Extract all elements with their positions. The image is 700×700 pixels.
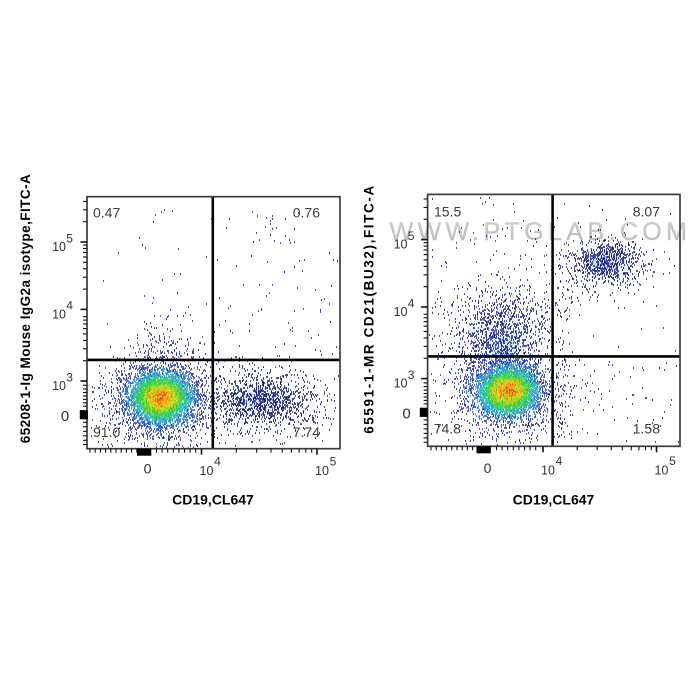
svg-text:0: 0 [61,408,69,425]
svg-text:65208-1-Ig Mouse IgG2a isotype: 65208-1-Ig Mouse IgG2a isotype,FITC-A [18,174,33,443]
svg-text:5: 5 [330,455,337,469]
svg-text:0: 0 [144,460,152,476]
svg-text:8.07: 8.07 [633,203,660,219]
svg-text:5: 5 [408,229,415,243]
svg-text:3: 3 [408,368,415,382]
svg-text:10: 10 [394,305,408,319]
svg-text:10: 10 [541,463,555,477]
svg-text:5: 5 [66,231,73,245]
svg-text:10: 10 [52,379,66,393]
svg-text:4: 4 [214,455,221,469]
svg-text:0.47: 0.47 [93,205,120,221]
svg-text:91.0: 91.0 [93,424,120,440]
svg-text:0.76: 0.76 [293,205,320,221]
svg-text:15.5: 15.5 [434,203,461,219]
svg-text:10: 10 [655,463,669,477]
svg-text:CD19,CL647: CD19,CL647 [172,492,254,508]
svg-text:7.74: 7.74 [293,424,320,440]
svg-text:0: 0 [402,405,410,422]
svg-text:4: 4 [408,296,415,310]
svg-text:0: 0 [484,460,492,476]
svg-text:10: 10 [52,307,66,321]
svg-text:65591-1-MR CD21(BU32),FITC-A: 65591-1-MR CD21(BU32),FITC-A [361,184,376,434]
svg-text:3: 3 [66,370,73,384]
svg-text:10: 10 [52,240,66,254]
svg-text:CD19,CL647: CD19,CL647 [513,492,595,508]
svg-text:10: 10 [394,377,408,391]
svg-text:4: 4 [556,454,563,468]
svg-text:WWW.PTGLAB.COM: WWW.PTGLAB.COM [390,218,692,246]
svg-text:5: 5 [669,454,676,468]
svg-text:10: 10 [200,464,214,478]
svg-text:10: 10 [394,238,408,252]
svg-text:4: 4 [66,299,73,313]
svg-text:1.58: 1.58 [633,420,660,436]
svg-text:10: 10 [315,464,329,478]
svg-text:74.8: 74.8 [434,420,461,436]
